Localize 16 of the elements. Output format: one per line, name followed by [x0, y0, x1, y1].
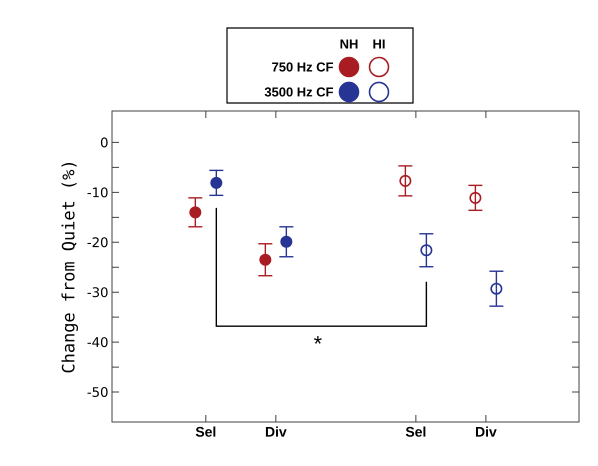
y-tick-label: -20 [87, 237, 108, 248]
x-tick-label: Sel [406, 426, 426, 437]
y-tick-label: -40 [87, 337, 108, 348]
x-tick-label: Div [266, 426, 287, 437]
x-tick-label: Sel [196, 426, 216, 437]
annotation: * [314, 336, 322, 344]
y-tick-label: -50 [87, 387, 108, 398]
text: NH [340, 40, 358, 48]
y-axis-title: Change from Quiet (%) [61, 162, 78, 372]
text: HI [373, 40, 385, 48]
y-tick-label: 0 [100, 137, 108, 148]
legend-label: 750 Hz CF [272, 62, 333, 72]
x-tick-label: Div [476, 426, 497, 437]
y-tick-label: -10 [87, 187, 108, 198]
legend-label: 3500 Hz CF [264, 87, 333, 97]
y-tick-label: -30 [87, 287, 108, 298]
